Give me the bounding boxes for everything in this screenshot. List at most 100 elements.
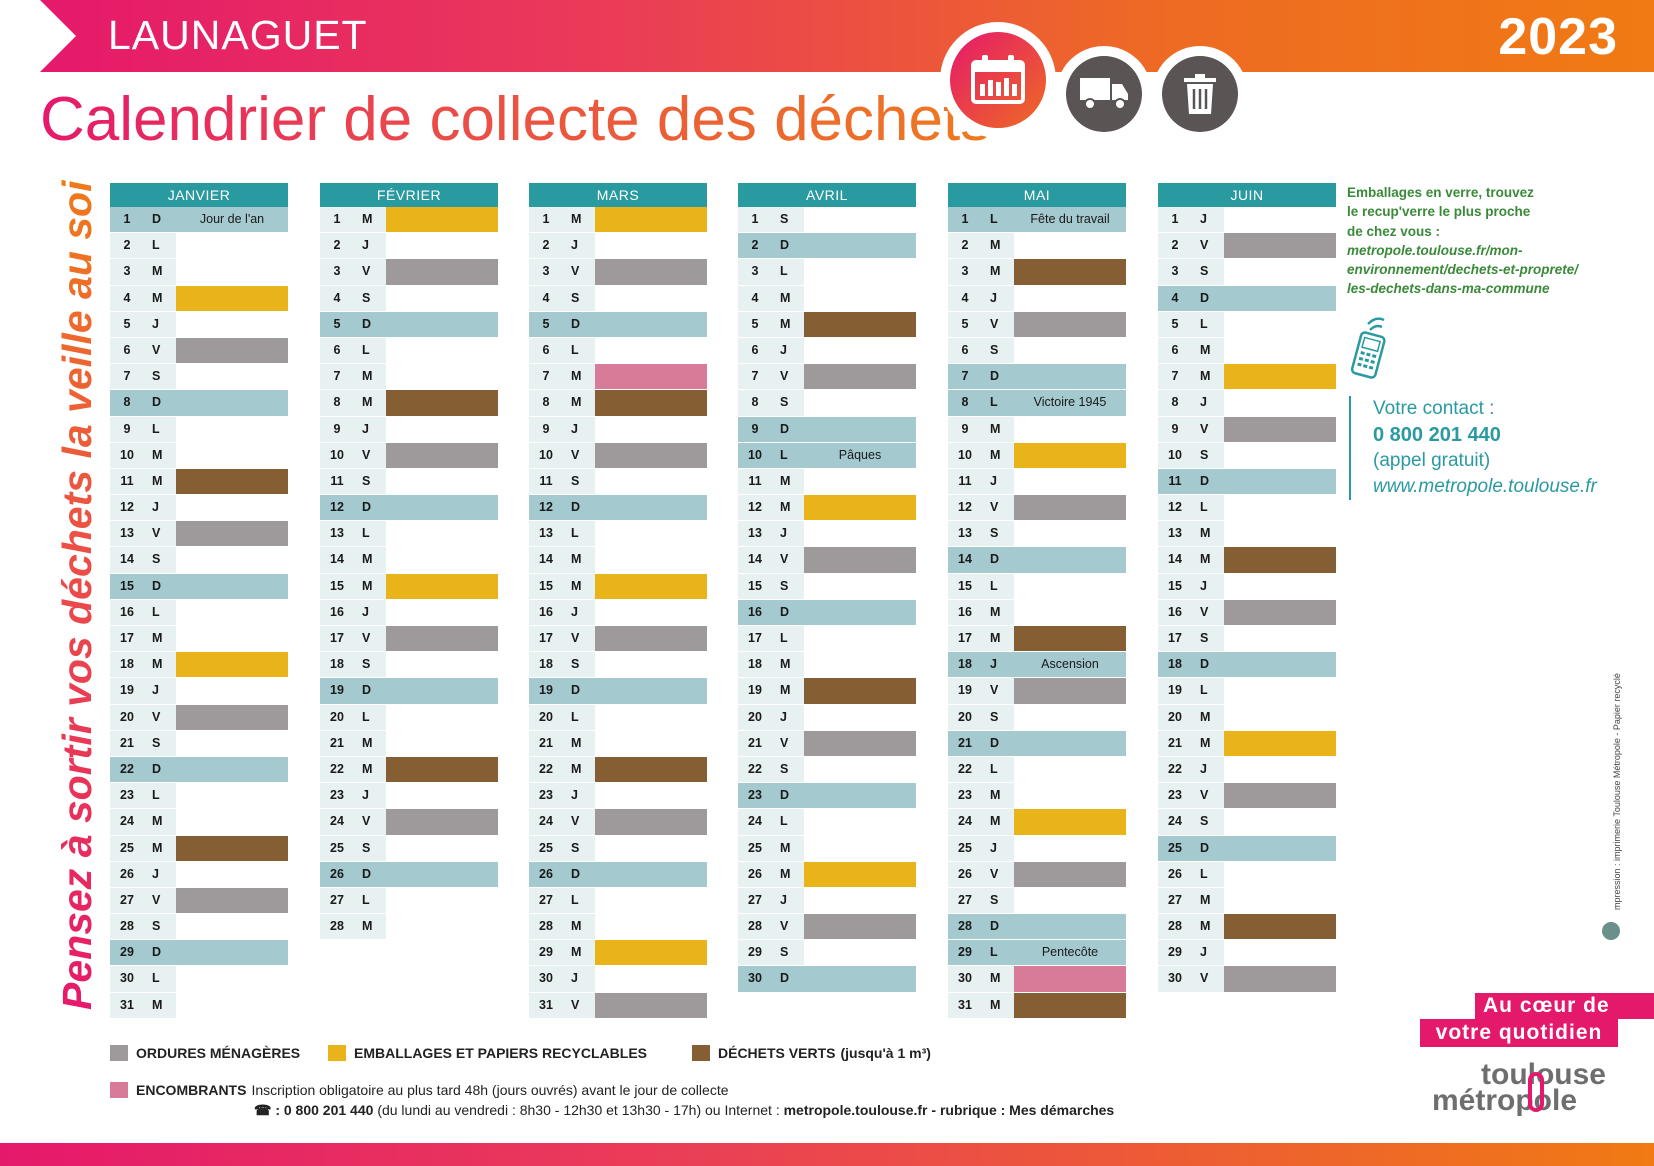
day-number: 21 bbox=[539, 735, 553, 750]
day-row: 20 L bbox=[529, 704, 707, 731]
day-letter: L bbox=[362, 342, 370, 357]
day-letter: S bbox=[780, 761, 789, 776]
day-letter: M bbox=[571, 395, 582, 410]
legend-note-dechets-verts: (jusqu'à 1 m³) bbox=[840, 1045, 931, 1061]
day-cell bbox=[386, 312, 498, 337]
collection-enc bbox=[1014, 966, 1126, 992]
day-cell bbox=[386, 730, 498, 756]
collection-dv bbox=[1224, 547, 1336, 573]
day-number: 15 bbox=[330, 578, 344, 593]
day-row: 25 D bbox=[1158, 835, 1336, 862]
day-number: 25 bbox=[958, 840, 972, 855]
phone-line-phone[interactable]: ☎ : 0 800 201 440 bbox=[254, 1102, 374, 1118]
day-cell bbox=[386, 599, 498, 625]
day-number: 12 bbox=[330, 500, 344, 515]
day-row: 20 M bbox=[1158, 704, 1336, 731]
day-number: 3 bbox=[751, 264, 759, 279]
day-row: 25 S bbox=[529, 835, 707, 862]
day-cell bbox=[1224, 887, 1336, 914]
day-number: 8 bbox=[751, 395, 759, 410]
phone-line: ☎ : 0 800 201 440 (du lundi au vendredi … bbox=[254, 1102, 1114, 1119]
day-number: 4 bbox=[961, 290, 969, 305]
day-letter: S bbox=[152, 919, 161, 934]
day-cell bbox=[595, 285, 707, 311]
day-cell bbox=[804, 207, 916, 233]
day-cell bbox=[1014, 547, 1126, 572]
day-cell bbox=[1224, 259, 1336, 285]
day-cell bbox=[176, 416, 288, 442]
day-number: 17 bbox=[330, 631, 344, 645]
day-number: 3 bbox=[961, 264, 969, 279]
collection-om bbox=[1014, 311, 1126, 337]
day-letter: M bbox=[362, 395, 373, 410]
collection-dv bbox=[176, 468, 288, 495]
day-number: 3 bbox=[333, 264, 341, 279]
collection-om bbox=[595, 259, 707, 285]
contact-phone[interactable]: 0 800 201 440 bbox=[1373, 424, 1501, 446]
day-row: 30 L bbox=[110, 966, 288, 993]
day-letter: M bbox=[1200, 369, 1211, 384]
day-letter: V bbox=[780, 735, 789, 750]
day-letter: L bbox=[362, 709, 370, 724]
glass-info-url[interactable]: les-dechets-dans-ma-commune bbox=[1347, 281, 1550, 297]
collection-emb bbox=[386, 207, 498, 233]
day-letter: D bbox=[780, 421, 790, 436]
day-letter: J bbox=[990, 290, 997, 305]
collection-om bbox=[1224, 783, 1336, 809]
day-letter: S bbox=[362, 840, 371, 855]
month-header: MAI bbox=[948, 183, 1126, 207]
day-row: 10 V bbox=[529, 442, 707, 469]
day-cell bbox=[1224, 337, 1336, 364]
day-letter: J bbox=[362, 421, 369, 436]
day-letter: L bbox=[990, 761, 998, 776]
day-letter: M bbox=[362, 578, 373, 593]
day-row: 10 S bbox=[1158, 442, 1336, 469]
day-letter: M bbox=[152, 657, 163, 672]
glass-info-line: de chez vous : bbox=[1347, 223, 1441, 239]
day-number: 29 bbox=[748, 945, 762, 960]
day-cell bbox=[595, 678, 707, 703]
day-cell bbox=[595, 312, 707, 337]
day-cell bbox=[595, 521, 707, 547]
phone-line-web[interactable]: metropole.toulouse.fr - rubrique : Mes d… bbox=[783, 1102, 1115, 1118]
day-letter: S bbox=[571, 657, 580, 672]
day-number: 14 bbox=[958, 552, 972, 567]
day-number: 7 bbox=[123, 369, 131, 384]
glass-info-url[interactable]: metropole.toulouse.fr/mon- bbox=[1347, 242, 1523, 258]
day-number: 14 bbox=[748, 552, 762, 567]
day-row: 19 L bbox=[1158, 678, 1336, 705]
day-row: 19 V bbox=[948, 678, 1126, 705]
day-number: 1 bbox=[542, 212, 550, 226]
day-number: 5 bbox=[1171, 316, 1179, 331]
collection-dv bbox=[176, 835, 288, 861]
collection-dv bbox=[1014, 992, 1126, 1018]
holiday-label: Ascension bbox=[1041, 657, 1099, 672]
day-number: 25 bbox=[748, 840, 762, 855]
day-row: 11 S bbox=[529, 468, 707, 496]
day-letter: V bbox=[362, 814, 371, 829]
day-number: 24 bbox=[120, 814, 134, 829]
day-cell bbox=[176, 992, 288, 1018]
glass-info-url[interactable]: environnement/dechets-et-proprete/ bbox=[1347, 262, 1579, 278]
month-header: JUIN bbox=[1158, 183, 1336, 207]
collection-om bbox=[386, 626, 498, 652]
day-number: 22 bbox=[539, 761, 553, 776]
day-letter: D bbox=[990, 735, 1000, 750]
day-letter: J bbox=[571, 788, 578, 803]
day-number: 22 bbox=[120, 761, 134, 776]
day-cell bbox=[386, 285, 498, 311]
day-number: 11 bbox=[120, 473, 134, 488]
day-letter: M bbox=[152, 997, 163, 1012]
day-number: 1 bbox=[333, 212, 341, 226]
day-row: 22 M bbox=[320, 756, 498, 784]
collection-dv bbox=[804, 311, 916, 337]
contact-website[interactable]: www.metropole.toulouse.fr bbox=[1373, 476, 1597, 497]
day-cell bbox=[1224, 442, 1336, 468]
collection-emb bbox=[1224, 364, 1336, 390]
day-letter: L bbox=[362, 526, 370, 541]
day-cell bbox=[176, 547, 288, 573]
